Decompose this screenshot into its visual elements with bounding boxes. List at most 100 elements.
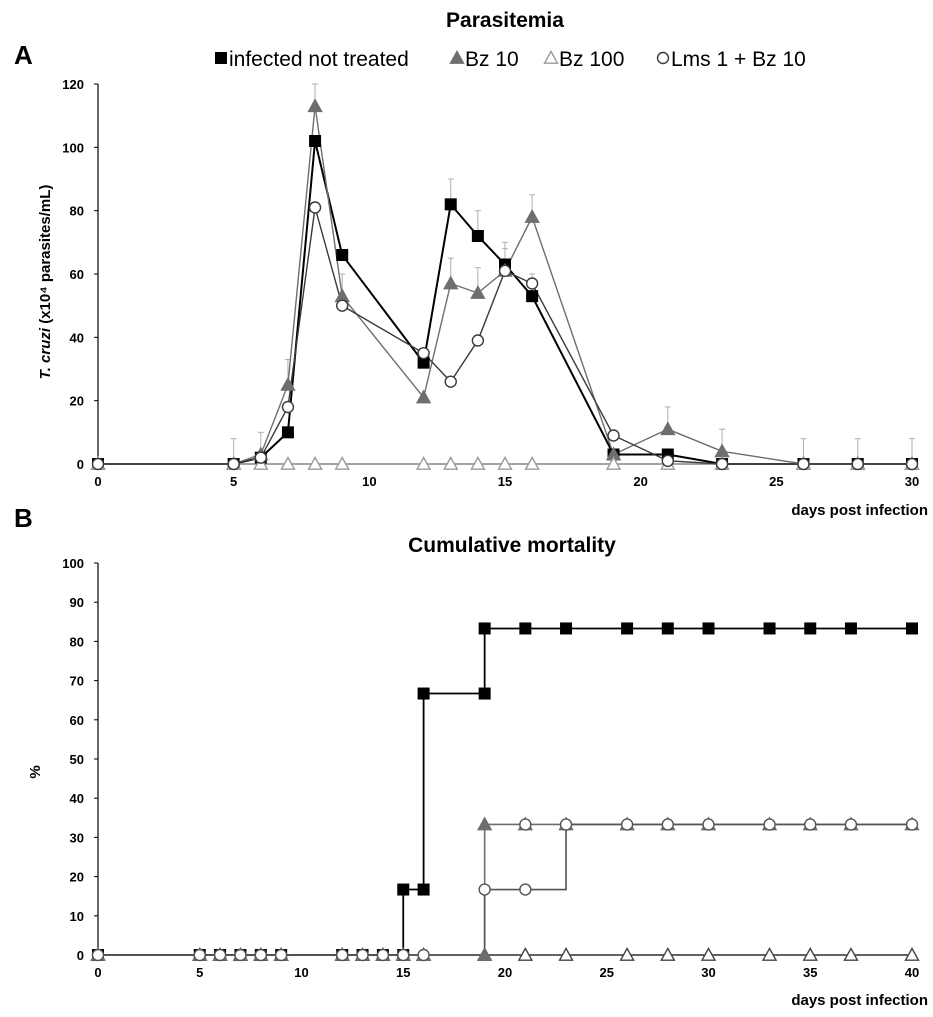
panel-a-point (525, 277, 539, 290)
panel-b-y-tick-label: 0 (77, 948, 84, 963)
panel-a-point (336, 299, 349, 312)
panel-a-legend-marker (543, 50, 559, 64)
panel-a-y-tick-label: 60 (70, 267, 84, 282)
panel-b-point (274, 948, 288, 962)
panel-b-point (417, 883, 430, 896)
panel-a-point (607, 429, 620, 442)
panel-a-x-tick-label: 5 (230, 474, 237, 489)
panel-b-point (700, 947, 717, 961)
panel-b-point (661, 622, 674, 635)
panel-a-point (660, 421, 676, 436)
panel-a-point (254, 451, 267, 464)
panel-a-point (851, 457, 864, 471)
panel-b-series-line (98, 823, 912, 956)
panel-a-ylabel-italic: T. cruzi (37, 327, 54, 379)
panel-a-y-tick-label: 40 (70, 330, 84, 345)
panel-a-point (415, 389, 432, 404)
panel-a-y-tick-label: 100 (62, 140, 84, 155)
panel-a-point (797, 457, 810, 471)
panel-a-x-tick-label: 0 (94, 474, 101, 489)
panel-b-point (91, 948, 105, 962)
panel-a-title: Parasitemia (446, 9, 564, 32)
panel-b-point (763, 818, 776, 831)
panel-a-point (308, 201, 322, 214)
panel-b-point (620, 818, 634, 831)
panel-b-point (619, 947, 635, 961)
panel-a-x-tick-label: 15 (498, 474, 512, 489)
panel-b-point (397, 948, 410, 962)
panel-b-point (519, 622, 532, 635)
panel-b-x-tick-label: 5 (196, 965, 203, 980)
panel-a-point (498, 264, 512, 278)
panel-b-x-tick-label: 30 (701, 965, 715, 980)
panel-b-point (906, 622, 918, 635)
panel-a-x-tick-label: 20 (633, 474, 647, 489)
panel-b-y-tick-label: 70 (70, 674, 84, 689)
panel-a-x-tick-label: 25 (769, 474, 783, 489)
panel-b-point (660, 947, 676, 961)
panel-a-series-line (98, 140, 912, 465)
panel-b-point (844, 818, 858, 831)
panel-b-point (478, 687, 491, 700)
panel-a-ylabel: T. cruzi (x10⁴ parasites/mL) (37, 185, 54, 380)
panel-a-point (227, 457, 240, 471)
panel-a-point (470, 285, 486, 299)
panel-a-legend-label: Bz 100 (559, 48, 624, 71)
panel-b-title: Cumulative mortality (408, 534, 616, 557)
panel-b-y-tick-label: 80 (70, 634, 84, 649)
panel-b-y-tick-label: 60 (70, 713, 84, 728)
panel-b-series-line (98, 627, 912, 956)
panel-b-point (417, 948, 430, 962)
panel-b-point (621, 622, 634, 635)
panel-b-point (356, 948, 369, 962)
panel-a-point (714, 443, 730, 458)
panel-a-legend-label: infected not treated (229, 48, 409, 71)
panel-a-point (524, 456, 540, 470)
panel-a-legend-marker (215, 52, 227, 64)
panel-a-point (417, 346, 430, 360)
panel-a-point (91, 457, 105, 471)
panel-a-series-line (98, 106, 912, 465)
panel-b-y-tick-label: 50 (70, 752, 84, 767)
panel-a-point (309, 135, 322, 147)
panel-a-legend-marker (449, 50, 465, 64)
panel-a-legend-marker (656, 51, 670, 65)
panel-b-letter: B (14, 503, 33, 533)
panel-a-xlabel: days post infection (791, 502, 928, 519)
panel-a-point (497, 456, 513, 470)
panel-b-x-tick-label: 35 (803, 965, 817, 980)
panel-a-x-tick-label: 10 (362, 474, 376, 489)
panel-b-point (478, 622, 491, 635)
panel-a-point (307, 98, 323, 113)
panel-b-point (336, 948, 349, 962)
panel-b-point (476, 816, 493, 831)
panel-b-point (376, 948, 390, 962)
panel-b-point (804, 622, 817, 635)
panel-b-x-tick-label: 40 (905, 965, 919, 980)
panel-a-point (444, 375, 457, 388)
panel-a-point (605, 456, 622, 470)
panel-a-point (307, 456, 323, 470)
panel-a-y-tick-label: 20 (70, 394, 84, 409)
panel-b-point (517, 947, 534, 961)
panel-b-point (802, 947, 818, 961)
panel-a-x-tick-label: 30 (905, 474, 919, 489)
panel-b-point (254, 948, 267, 962)
panel-b-point (844, 622, 857, 635)
panel-a-point (905, 457, 919, 471)
panel-b-plot: 0 10 20 30 40 50 60 70 80 90 100 0 5 10 15 20 25 30 35 40 (62, 556, 920, 980)
panel-b-x-tick-label: 15 (396, 965, 410, 980)
panel-a-point (415, 456, 432, 470)
panel-b-ylabel: % (27, 765, 44, 778)
panel-b-point (559, 818, 573, 831)
panel-b-point (843, 947, 859, 961)
panel-a-point (280, 376, 296, 391)
panel-b-point (761, 947, 778, 961)
panel-b-y-tick-label: 40 (70, 791, 84, 806)
panel-b-y-tick-label: 30 (70, 830, 84, 845)
panel-b-xlabel: days post infection (791, 992, 928, 1009)
panel-a-point (715, 457, 729, 471)
panel-b-point (417, 687, 430, 700)
panel-b-point (397, 883, 410, 896)
panel-a-y-tick-label: 0 (77, 457, 84, 472)
